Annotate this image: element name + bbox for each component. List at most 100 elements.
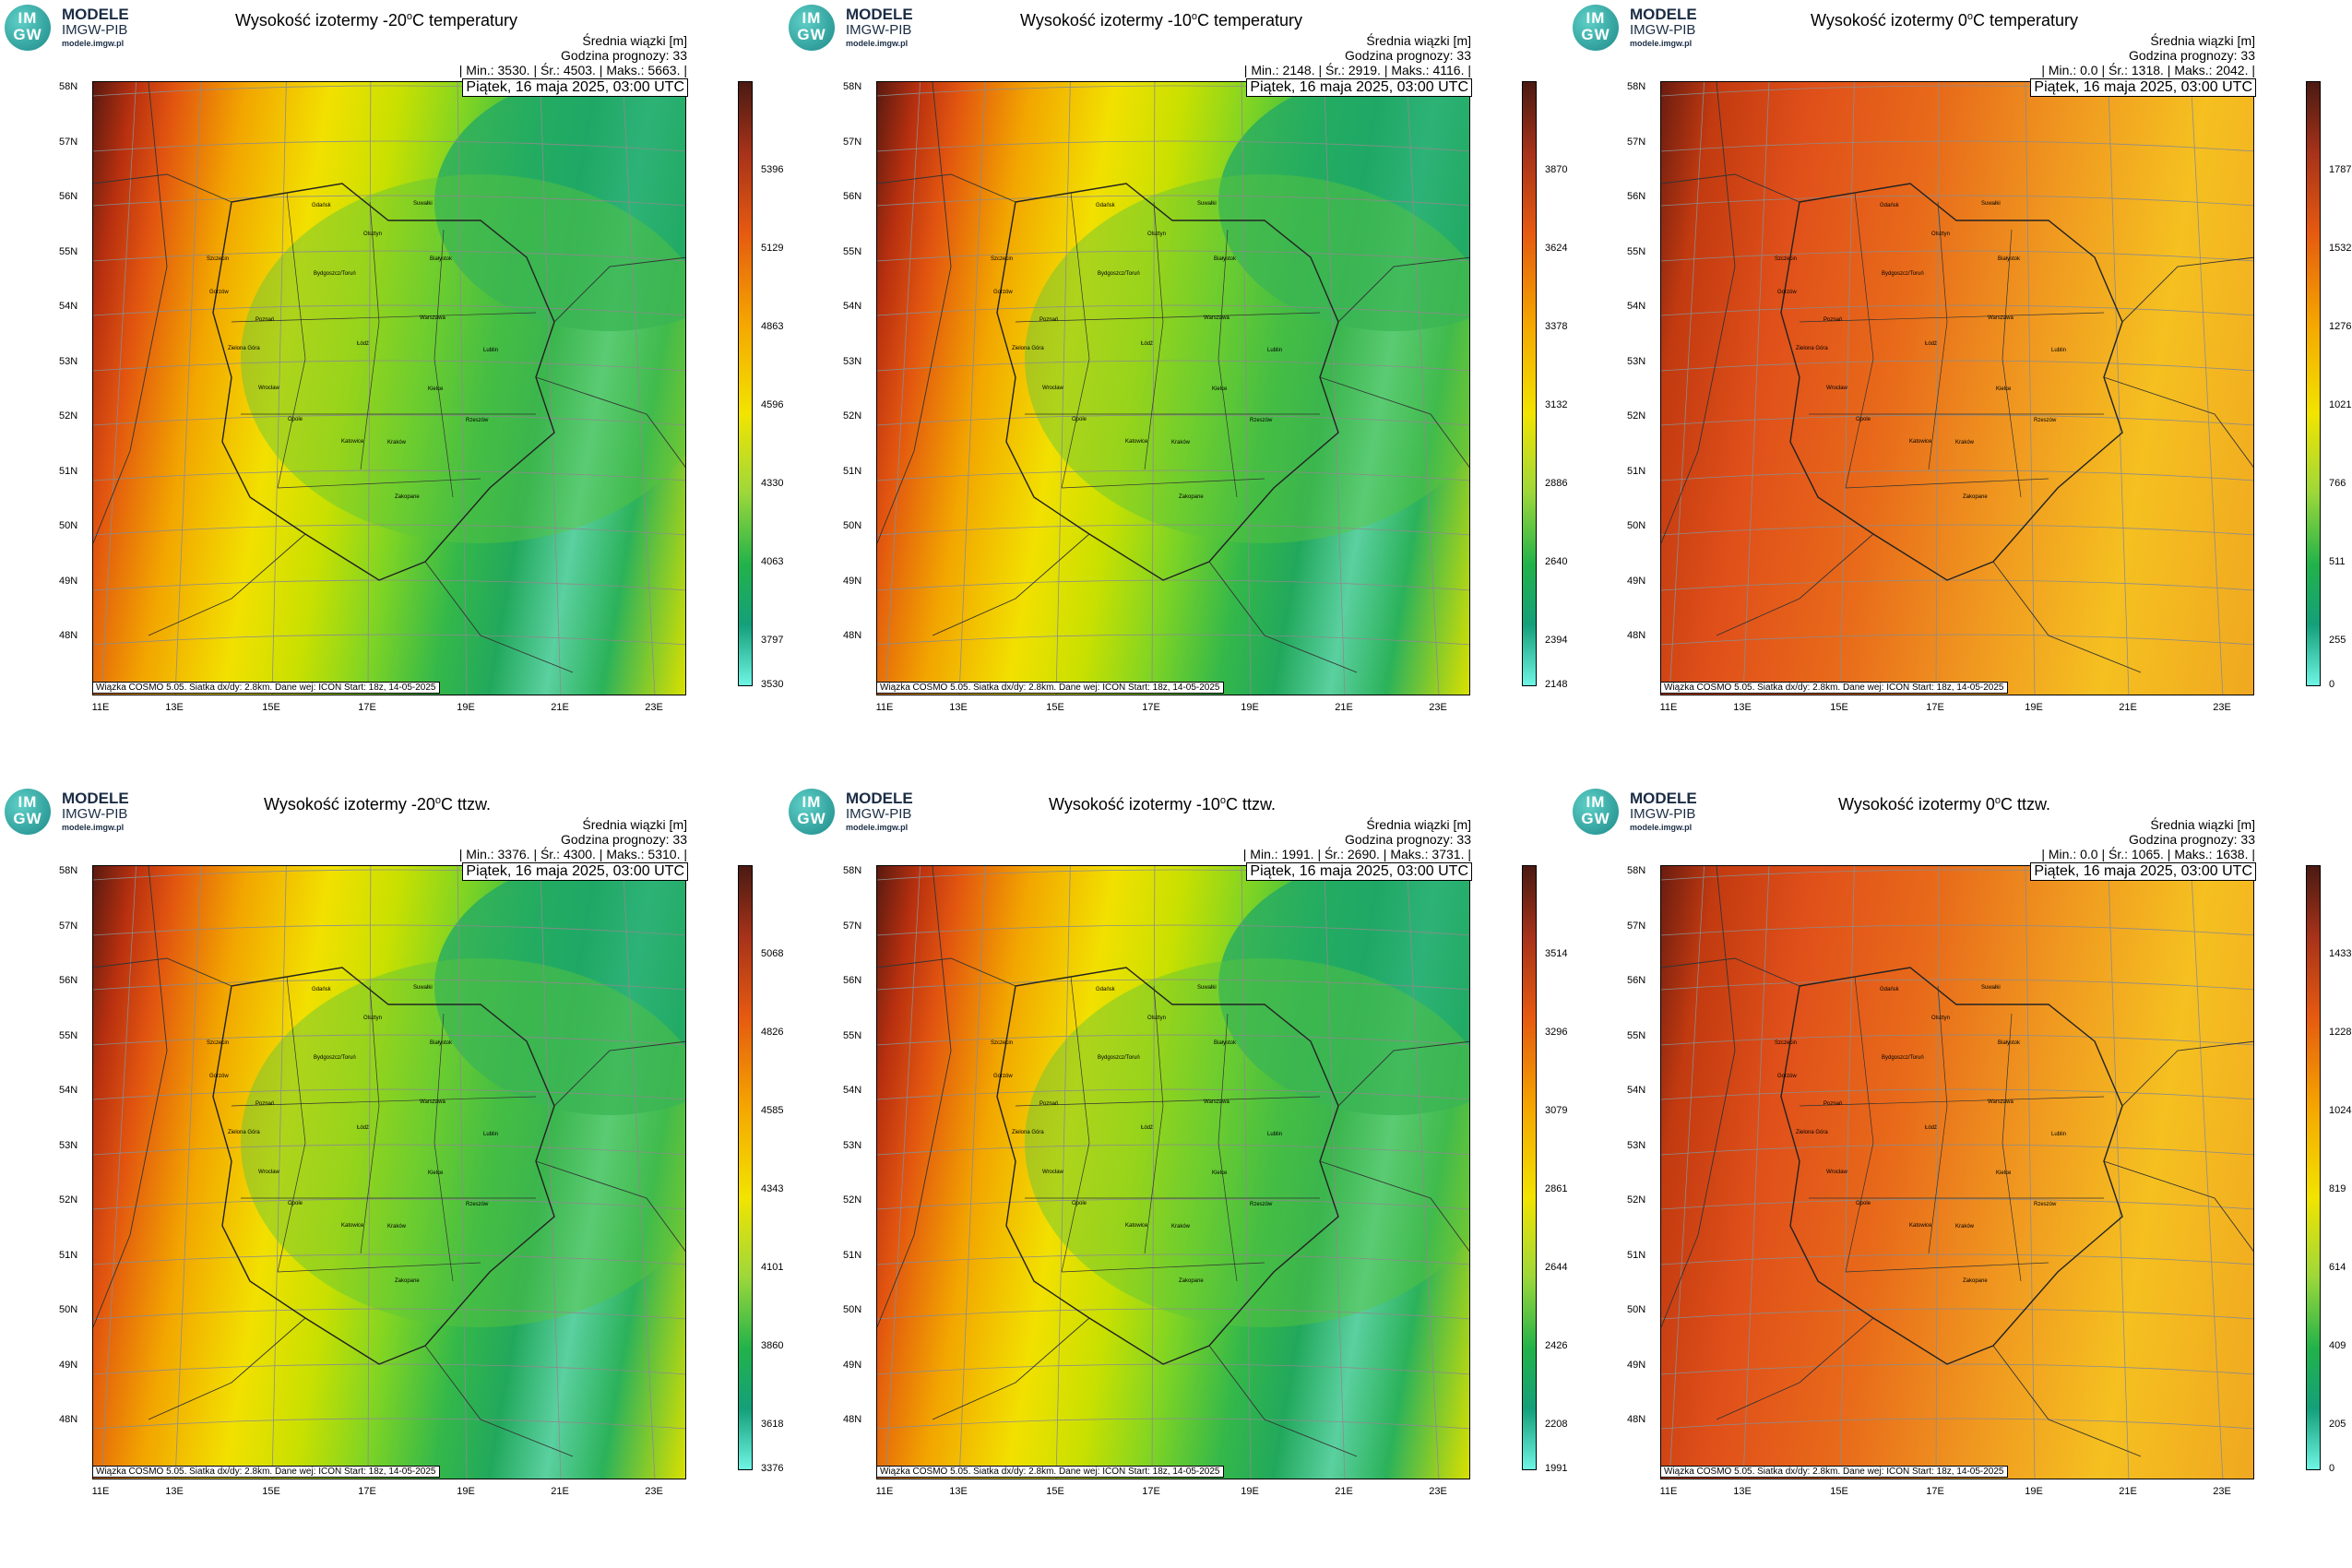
colorbar-tick: 2394 [1545, 635, 1568, 646]
title-suffix: C temperatury [1973, 11, 2079, 30]
country-border [553, 256, 685, 323]
region-border [360, 985, 380, 1254]
longitude-label: 23E [1429, 1486, 1447, 1497]
logo-line3: modele.imgw.pl [62, 39, 125, 48]
logo-text: MODELE IMGW-PIB modele.imgw.pl [62, 790, 129, 833]
longitude-line [1055, 866, 1071, 1479]
colorbar-tick: 1433 [2329, 948, 2352, 959]
latitude-line [93, 250, 685, 262]
degree-symbol: o [434, 795, 442, 806]
latitude-label: 57N [1627, 921, 1646, 932]
longitude-label: 23E [645, 702, 663, 713]
city-label: Poznań [1823, 317, 1843, 323]
latitude-label: 58N [1627, 81, 1646, 92]
country-border [148, 533, 306, 636]
longitude-label: 21E [2119, 1486, 2137, 1497]
latitude-label: 58N [59, 81, 78, 92]
longitude-line [271, 866, 287, 1479]
title-prefix: Wysokość izotermy 0 [1811, 11, 1967, 30]
mid-height-region [1025, 958, 1469, 1327]
city-label: Opole [1856, 1201, 1871, 1206]
city-label: Olsztyn [363, 232, 383, 237]
latitude-label: 49N [59, 576, 78, 587]
colorbar-tick: 0 [2329, 679, 2335, 690]
latitude-label: 56N [843, 191, 862, 202]
city-label: Lublin [2051, 1132, 2067, 1137]
city-label: Warszawa [1204, 315, 1229, 321]
longitude-line [540, 866, 562, 1479]
latitude-line [1661, 1418, 2253, 1430]
forecast-date: Piątek, 16 maja 2025, 03:00 UTC [2030, 862, 2256, 881]
longitude-line [1669, 82, 1705, 695]
imgw-logo: IM GW MODELE IMGW-PIB modele.imgw.pl [789, 5, 945, 53]
city-label: Szczecin [1775, 256, 1798, 262]
longitude-label: 21E [2119, 702, 2137, 713]
country-border [1319, 376, 1469, 469]
country-border [2103, 376, 2253, 469]
latitude-line [93, 304, 685, 316]
city-label: Szczecin [207, 256, 230, 262]
longitude-label: 17E [1926, 702, 1944, 713]
region-border [1218, 229, 1238, 498]
region-border [2002, 1013, 2022, 1282]
longitude-line [1742, 82, 1770, 695]
map-area [1660, 81, 2254, 695]
country-border [535, 376, 685, 469]
region-border [277, 976, 306, 1273]
city-label: Lublin [1267, 1132, 1283, 1137]
country-border [1992, 1345, 2142, 1457]
colorbar [738, 81, 753, 686]
latitude-label: 57N [843, 137, 862, 148]
latitude-line [877, 634, 1469, 646]
forecast-hour: Godzina prognozy: 33 [1345, 832, 1471, 847]
colorbar-tick: 4596 [761, 399, 784, 410]
city-label: Zakopane [395, 494, 420, 500]
latitude-label: 50N [843, 1304, 862, 1315]
latitude-label: 50N [59, 1304, 78, 1315]
city-label: Gdańsk [1880, 987, 1899, 992]
latitude-label: 56N [1627, 975, 1646, 986]
region-border [1061, 1262, 1265, 1273]
logo-line3: modele.imgw.pl [846, 39, 909, 48]
city-label: Łódź [1141, 1125, 1154, 1131]
latitude-line [1661, 1253, 2253, 1265]
colorbar-tick: 2426 [1545, 1340, 1568, 1351]
forecast-hour: Godzina prognozy: 33 [2129, 48, 2255, 63]
latitude-line [1661, 304, 2253, 316]
country-border [1337, 1040, 1469, 1107]
city-label: Opole [1072, 1201, 1087, 1206]
city-label: Olsztyn [1147, 232, 1167, 237]
city-label: Białystok [1998, 1040, 2021, 1046]
city-label: Katowice [1909, 1223, 1932, 1229]
longitude-label: 19E [457, 702, 475, 713]
latitude-label: 49N [843, 576, 862, 587]
country-border [1337, 256, 1469, 323]
colorbar-tick: 4343 [761, 1183, 784, 1194]
longitude-line [1151, 82, 1156, 695]
map-panel: IM GW MODELE IMGW-PIB modele.imgw.pl Wysokoś… [1568, 784, 2352, 1568]
longitude-line [885, 82, 921, 695]
longitude-line [1324, 82, 1346, 695]
map-panel: IM GW MODELE IMGW-PIB modele.imgw.pl Wysokoś… [1568, 0, 2352, 784]
degree-symbol: o [1219, 795, 1227, 806]
colorbar-tick: 1228 [2329, 1027, 2352, 1038]
city-label: Lublin [1267, 348, 1283, 353]
city-label: Bydgoszcz/Toruń [1882, 1055, 1924, 1061]
longitude-line [174, 866, 202, 1479]
longitude-label: 23E [1429, 702, 1447, 713]
latitude-line [877, 1253, 1469, 1265]
latitude-label: 55N [1627, 1030, 1646, 1041]
longitude-label: 13E [949, 702, 968, 713]
logo-line1: MODELE [846, 6, 913, 23]
latitude-line [877, 250, 1469, 262]
latitude-line [877, 1198, 1469, 1210]
country-border [148, 1317, 306, 1420]
title-suffix: C ttzw. [1226, 795, 1277, 814]
city-label: Rzeszów [2034, 418, 2057, 423]
forecast-date: Piątek, 16 maja 2025, 03:00 UTC [462, 862, 688, 881]
longitude-label: 11E [91, 1486, 110, 1497]
panel-title: Wysokość izotermy 0oC temperatury [1811, 11, 2078, 30]
country-border [1661, 82, 1736, 544]
latitude-line [93, 1363, 685, 1375]
city-label: Rzeszów [1250, 418, 1273, 423]
